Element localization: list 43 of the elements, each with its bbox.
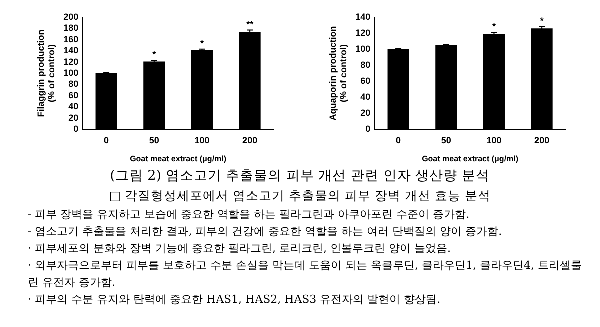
text: · 피부의 수분 유지와 탄력에 중요한 HAS1, HAS2, HAS3 유전자의 발현이 향상됨. <box>27 292 442 308</box>
text: □ 각질형성세포에서 염소고기 추출물의 피부 장벽 개선 효능 분석 <box>108 187 492 205</box>
annotation: * <box>152 50 157 60</box>
text: · 외부자극으로부터 피부를 보호하고 수분 손실을 막는데 도움이 되는 옥클루딘, 클라우딘1, 클라우딘4, 트리셀룰린 유전자 증가함. <box>27 258 583 291</box>
x-tick-label: 50 <box>441 135 452 146</box>
x-tick-label: 50 <box>149 135 160 146</box>
annotation: * <box>540 16 544 26</box>
y-tick-label: 140 <box>356 12 371 22</box>
x-tick-label: 200 <box>534 135 550 146</box>
x-axis-title: Goat meat extract (μg/ml) <box>422 154 519 164</box>
y-tick-label: 120 <box>356 28 371 38</box>
y-axis-title: Aquaporin production (% of control) <box>328 26 349 121</box>
text: - 피부 장벽을 유지하고 보습에 중요한 역할을 하는 필라그린과 아쿠아포린 수준이 증가함. <box>27 207 471 223</box>
x-tick-label: 0 <box>396 135 402 146</box>
y-tick-label: 80 <box>360 60 371 70</box>
annotation: * <box>492 22 496 32</box>
y-tick-label: 60 <box>360 76 371 86</box>
annotation: ** <box>246 19 254 30</box>
y-tick-label: 100 <box>356 44 371 54</box>
y-tick-label: 40 <box>68 102 79 112</box>
text: - 염소고기 추출물을 처리한 결과, 피부의 건강에 중요한 역할을 하는 여러 단백질의 양이 증가함. <box>27 224 504 240</box>
y-tick-label: 0 <box>74 124 79 134</box>
x-axis-title: Goat meat extract (μg/ml) <box>130 154 227 164</box>
x-tick-label: 200 <box>242 135 258 146</box>
y-tick-label: 140 <box>64 46 79 56</box>
text: (그림 2) 염소고기 추출물의 피부 개선 관련 인자 생산량 분석 <box>109 167 491 186</box>
y-tick-label: 0 <box>366 124 371 134</box>
y-tick-label: 100 <box>64 68 79 78</box>
x-tick-label: 100 <box>194 135 210 146</box>
y-tick-label: 20 <box>360 108 371 118</box>
y-tick-label: 40 <box>360 92 371 102</box>
y-tick-label: 80 <box>68 79 79 90</box>
y-tick-label: 200 <box>64 12 79 22</box>
y-axis-title: Filaggrin production (% of control) <box>36 30 57 118</box>
annotation: * <box>200 38 204 48</box>
y-tick-label: 20 <box>68 112 79 123</box>
x-tick-label: 100 <box>486 135 502 146</box>
y-tick-label: 120 <box>64 56 79 67</box>
y-tick-label: 160 <box>64 34 79 44</box>
x-tick-label: 0 <box>104 135 110 146</box>
y-tick-label: 180 <box>64 23 79 34</box>
text: · 피부세포의 분화와 장벽 기능에 중요한 필라그린, 로리크린, 인볼루크린 양이 늘었음. <box>27 241 452 257</box>
y-tick-label: 60 <box>68 90 79 100</box>
